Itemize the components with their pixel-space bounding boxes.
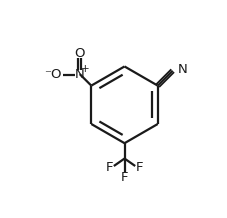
Text: F: F (120, 171, 128, 184)
Text: O: O (74, 47, 85, 60)
Text: N: N (177, 63, 187, 76)
Text: F: F (136, 161, 143, 174)
Text: N: N (74, 68, 84, 81)
Text: F: F (105, 161, 112, 174)
Text: ⁻O: ⁻O (44, 68, 61, 81)
Text: +: + (81, 63, 89, 73)
